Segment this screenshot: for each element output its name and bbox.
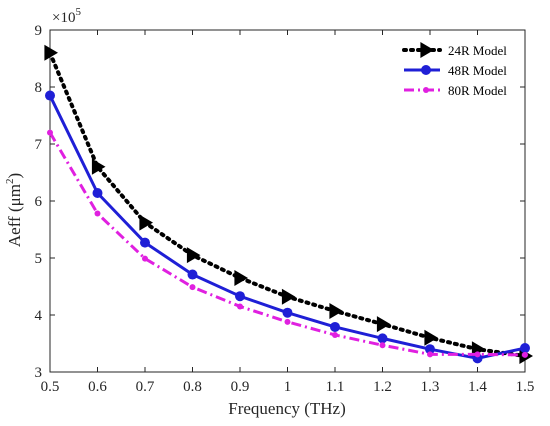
axis-ticks: 0.5 0.6 0.7 0.8 0.9 1 1.1 1.2 1.3 1.4 1.5 3 4 5 6 7 8 9 bbox=[35, 23, 535, 395]
legend-marker bbox=[420, 42, 434, 58]
x-tick-label: 0.6 bbox=[88, 379, 107, 395]
data-point-marker bbox=[45, 90, 55, 101]
data-point-marker bbox=[140, 237, 150, 248]
legend: 24R Model 48R Model 80R Model bbox=[402, 42, 507, 98]
data-point-marker bbox=[47, 129, 53, 136]
x-tick-label: 1.1 bbox=[326, 379, 345, 395]
data-point-marker bbox=[44, 44, 58, 61]
series-80r bbox=[47, 129, 528, 358]
data-point-marker bbox=[376, 316, 391, 333]
legend-marker bbox=[421, 65, 431, 75]
data-point-marker bbox=[379, 342, 386, 349]
y-tick-label: 9 bbox=[35, 23, 43, 39]
series-48r bbox=[45, 90, 530, 364]
data-point-marker bbox=[139, 214, 153, 231]
y-tick-label: 3 bbox=[35, 365, 43, 381]
data-point-marker bbox=[522, 351, 528, 358]
data-point-marker bbox=[189, 284, 196, 291]
y-axis-label: Aeff (μm2) bbox=[4, 173, 24, 247]
data-point-marker bbox=[235, 291, 245, 302]
data-point-marker bbox=[186, 247, 201, 264]
x-tick-label: 1.4 bbox=[468, 379, 487, 395]
data-point-marker bbox=[425, 344, 435, 355]
legend-marker bbox=[423, 87, 429, 93]
data-point-marker bbox=[142, 255, 148, 262]
data-point-marker bbox=[91, 158, 106, 175]
x-tick-label: 0.5 bbox=[41, 379, 60, 395]
x-tick-label: 1.3 bbox=[421, 379, 440, 395]
data-point-marker bbox=[284, 318, 291, 325]
data-point-marker bbox=[94, 210, 101, 217]
x-tick-label: 1.5 bbox=[516, 379, 535, 395]
y-tick-label: 4 bbox=[35, 308, 43, 324]
y-tick-label: 8 bbox=[35, 80, 43, 96]
y-multiplier-label: ×105 bbox=[52, 6, 81, 26]
y-tick-label: 7 bbox=[35, 137, 43, 153]
x-tick-label: 1 bbox=[284, 379, 292, 395]
legend-label: 80R Model bbox=[448, 83, 507, 98]
legend-label: 48R Model bbox=[448, 63, 507, 78]
data-point-marker bbox=[92, 188, 103, 199]
y-tick-label: 5 bbox=[35, 251, 43, 267]
x-tick-label: 0.8 bbox=[183, 379, 202, 395]
data-point-marker bbox=[281, 288, 296, 305]
series-layer bbox=[44, 44, 533, 365]
x-axis-label: Frequency (THz) bbox=[228, 399, 346, 418]
data-point-marker bbox=[234, 269, 248, 286]
data-point-marker bbox=[424, 329, 438, 346]
data-point-marker bbox=[332, 331, 338, 338]
x-tick-label: 1.2 bbox=[373, 379, 392, 395]
y-tick-label: 6 bbox=[35, 194, 43, 210]
data-point-marker bbox=[237, 303, 243, 310]
x-tick-label: 0.7 bbox=[136, 379, 155, 395]
data-point-marker bbox=[377, 333, 388, 344]
data-point-marker bbox=[330, 321, 340, 332]
data-point-marker bbox=[282, 307, 293, 318]
data-point-marker bbox=[329, 303, 343, 320]
data-point-marker bbox=[187, 269, 198, 280]
data-point-marker bbox=[520, 343, 530, 354]
data-point-marker bbox=[474, 351, 481, 358]
x-tick-label: 0.9 bbox=[231, 379, 250, 395]
data-point-marker bbox=[427, 351, 433, 358]
legend-label: 24R Model bbox=[448, 43, 507, 58]
